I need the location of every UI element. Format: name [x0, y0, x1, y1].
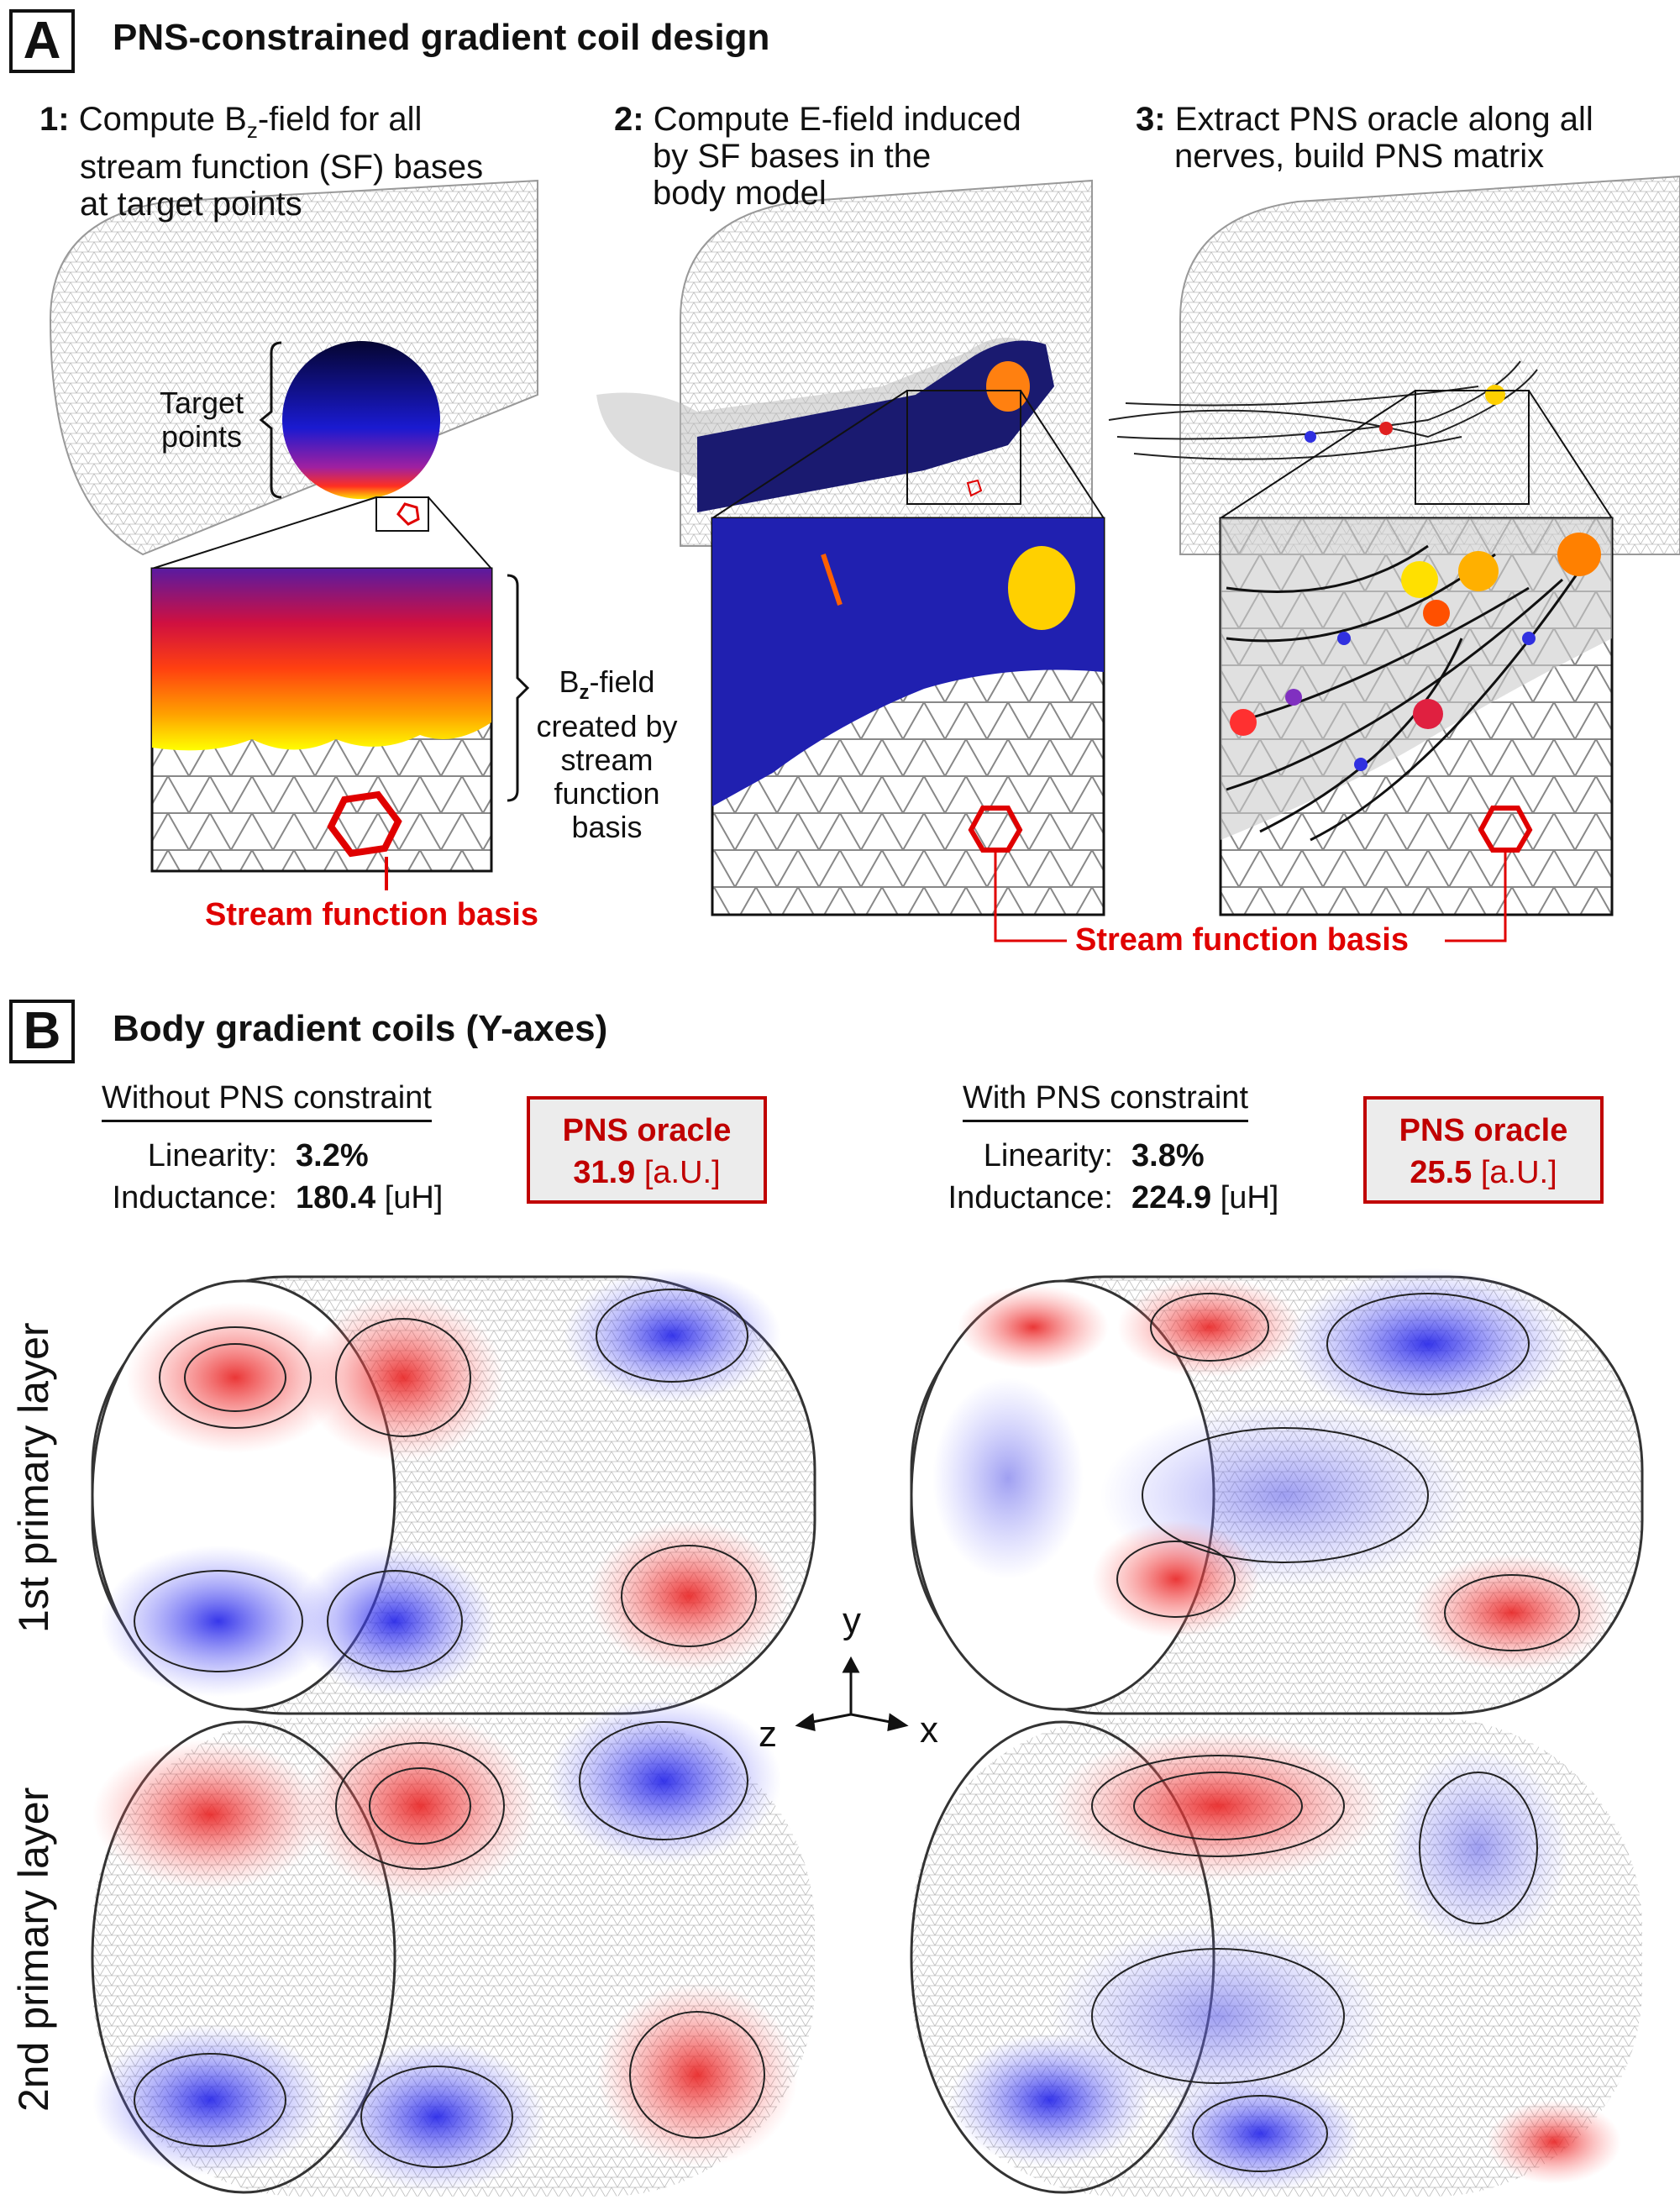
oracle-title: PNS oracle — [562, 1113, 732, 1148]
step-2-number: 2: — [614, 101, 644, 138]
linearity-left: Linearity: 3.2% — [92, 1138, 369, 1174]
sf-basis-label-2: Stream function basis — [1075, 922, 1409, 958]
target-points-label: Target points — [151, 386, 252, 454]
oracle-unit: [a.U.] — [1480, 1155, 1557, 1190]
panel-a-label: A — [9, 9, 75, 73]
pns-oracle-box-left: PNS oracle 31.9 [a.U.] — [527, 1096, 767, 1204]
oracle-title: PNS oracle — [1399, 1113, 1568, 1148]
label-line: points — [160, 419, 243, 454]
sf-basis-label-1: Stream function basis — [205, 897, 538, 932]
inductance-unit: [uH] — [1220, 1180, 1279, 1215]
bz-field-label: Bz-field created by stream function basi… — [521, 665, 693, 844]
linearity-label: Linearity: — [147, 1138, 277, 1173]
step-1-text: 1: Compute Bz-field for all stream funct… — [39, 101, 483, 223]
step-2-text: 2: Compute E-field induced by SF bases i… — [614, 101, 1021, 212]
inductance-label: Inductance: — [112, 1180, 277, 1215]
inductance-value: 224.9 — [1131, 1180, 1212, 1215]
coil-2nd-layer-without-pns — [91, 1697, 815, 2197]
inductance-left: Inductance: 180.4 [uH] — [92, 1180, 444, 1216]
step-3-text: 3: Extract PNS oracle along all nerves, … — [1136, 101, 1593, 175]
step-1-line: -field for all — [257, 101, 423, 138]
linearity-value: 3.8% — [1131, 1138, 1205, 1173]
label-line: stream — [560, 743, 654, 778]
coil-1st-layer-with-pns — [910, 1268, 1644, 1715]
without-pns-header: Without PNS constraint — [102, 1080, 432, 1122]
label-line: created by — [536, 709, 678, 744]
label-line: function — [554, 776, 660, 811]
axis-y-label: y — [843, 1600, 861, 1641]
step-3-number: 3: — [1136, 101, 1166, 138]
pns-oracle-box-right: PNS oracle 25.5 [a.U.] — [1363, 1096, 1604, 1204]
label-line: basis — [571, 810, 643, 845]
coil-1st-layer-without-pns — [91, 1268, 816, 1715]
label-line: -field — [589, 664, 655, 699]
oracle-value: 25.5 — [1410, 1155, 1473, 1190]
step-1-line: at target points — [80, 186, 302, 223]
label-subscript: z — [579, 681, 590, 705]
coil-2nd-layer-with-pns — [910, 1718, 1642, 2197]
bore-mesh-1 — [49, 179, 538, 556]
inductance-right: Inductance: 224.9 [uH] — [928, 1180, 1279, 1216]
efield-zoom-box — [711, 517, 1105, 942]
step-3-line: nerves, build PNS matrix — [1174, 138, 1545, 175]
bz-zoom-box — [150, 567, 493, 890]
target-sphere — [282, 341, 440, 499]
linearity-value: 3.2% — [296, 1138, 369, 1173]
step-2-line: body model — [653, 175, 827, 212]
step-2-line: by SF bases in the — [653, 138, 932, 175]
label-line: B — [559, 664, 580, 699]
step-2-line: Compute E-field induced — [653, 101, 1021, 138]
axis-x-label: x — [920, 1709, 938, 1751]
step-1-number: 1: — [39, 101, 70, 138]
inductance-value: 180.4 — [296, 1180, 376, 1215]
axis-z-label: z — [759, 1714, 777, 1755]
step-1-subscript: z — [246, 118, 258, 143]
inductance-unit: [uH] — [384, 1180, 444, 1215]
panel-b-title: Body gradient coils (Y-axes) — [113, 1008, 608, 1049]
label-line: Target — [159, 386, 244, 420]
with-pns-header: With PNS constraint — [963, 1080, 1248, 1122]
oracle-value: 31.9 — [573, 1155, 636, 1190]
nerve-zoom-box — [1219, 517, 1614, 942]
step-1-line: Compute B — [78, 101, 247, 138]
oracle-unit: [a.U.] — [643, 1155, 721, 1190]
panel-a-title: PNS-constrained gradient coil design — [113, 17, 770, 58]
axes-triad — [795, 1656, 909, 1732]
linearity-label: Linearity: — [983, 1138, 1113, 1173]
inductance-label: Inductance: — [948, 1180, 1113, 1215]
panel-b-label: B — [9, 1000, 75, 1063]
bore-mesh-3 — [1179, 175, 1680, 555]
step-3-line: Extract PNS oracle along all — [1174, 101, 1593, 138]
row-label-1st-layer: 1st primary layer — [10, 1322, 57, 1633]
step-1-line: stream function (SF) bases — [80, 149, 484, 186]
linearity-right: Linearity: 3.8% — [928, 1138, 1205, 1174]
row-label-2nd-layer: 2nd primary layer — [10, 1787, 57, 2112]
